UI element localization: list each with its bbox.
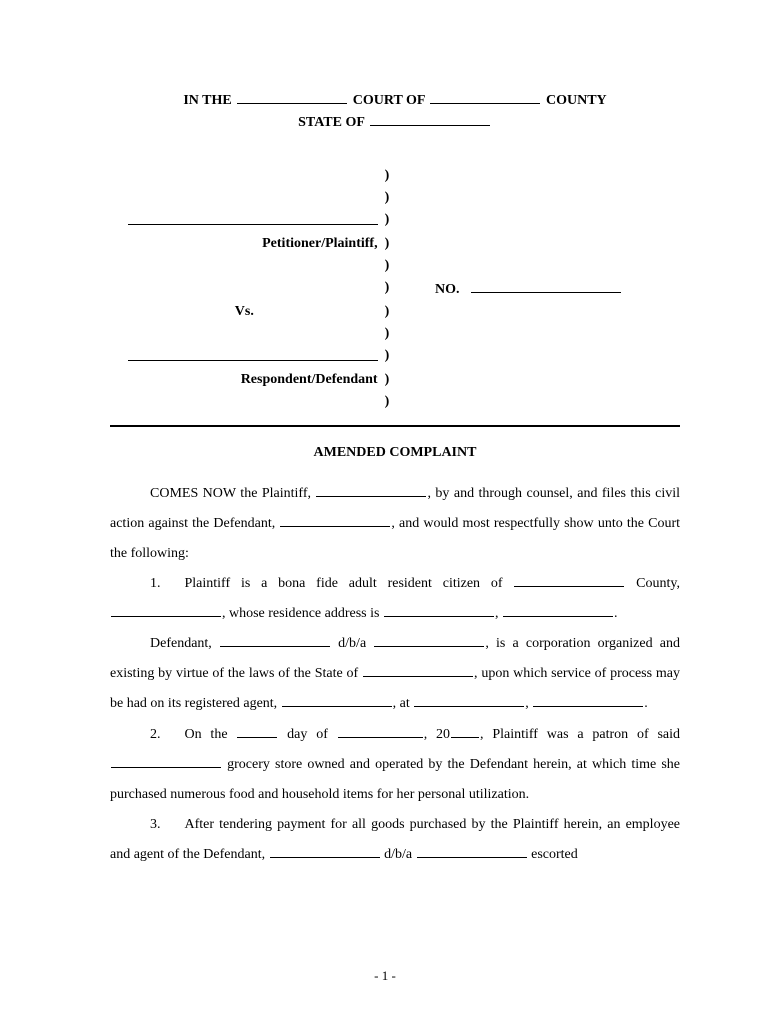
court-header: IN THE COURT OF COUNTY STATE OF: [110, 90, 680, 135]
p1b-dba-blank[interactable]: [374, 634, 484, 647]
p1b-defendant-blank[interactable]: [220, 634, 330, 647]
header-line-1: IN THE COURT OF COUNTY: [110, 90, 680, 112]
case-number-blank[interactable]: [471, 278, 621, 293]
p2-text-b: day of: [278, 727, 336, 742]
header-line-2: STATE OF: [110, 112, 680, 134]
p1b-text-a: Defendant,: [150, 636, 219, 651]
header-state-of: STATE OF: [298, 115, 364, 130]
document-title: AMENDED COMPLAINT: [110, 445, 680, 461]
case-caption: ) ) ) Petitioner/Plaintiff, ) ) ) NO. Vs…: [110, 165, 680, 413]
state-name-blank[interactable]: [370, 113, 490, 126]
p1b-text-b: d/b/a: [331, 636, 373, 651]
p3-dba-blank[interactable]: [417, 845, 527, 858]
body-content: COMES NOW the Plaintiff, , by and throug…: [110, 479, 680, 870]
p3-text-c: escorted: [528, 847, 578, 862]
paragraph-1b: Defendant, d/b/a , is a corporation orga…: [110, 629, 680, 719]
p1-text-d: ,: [495, 606, 502, 621]
intro-text-1: COMES NOW the Plaintiff,: [150, 486, 315, 501]
p1b-lawstate-blank[interactable]: [363, 664, 473, 677]
p1b-at-blank[interactable]: [414, 694, 524, 707]
p1b-text-g: .: [644, 696, 648, 711]
p1b-text-e: , at: [393, 696, 414, 711]
p2-store-blank[interactable]: [111, 755, 221, 768]
p1b-agent-blank[interactable]: [282, 694, 392, 707]
p1-text-a: Plaintiff is a bona fide adult resident …: [185, 576, 514, 591]
paragraph-3: 3.After tendering payment for all goods …: [110, 810, 680, 870]
page-number: - 1 -: [374, 968, 396, 983]
respondent-label: Respondent/Defendant: [241, 372, 378, 387]
p1-county-blank[interactable]: [514, 574, 624, 587]
p1-text-c: , whose residence address is: [222, 606, 383, 621]
p2-year-blank[interactable]: [451, 725, 479, 738]
header-court-of: COURT OF: [353, 93, 425, 108]
p2-number: 2.: [150, 727, 161, 742]
case-no-label: NO.: [435, 282, 460, 297]
p1-state-blank[interactable]: [111, 604, 221, 617]
petitioner-label: Petitioner/Plaintiff,: [262, 236, 377, 251]
p1-text-e: .: [614, 606, 618, 621]
p2-text-a: On the: [185, 727, 237, 742]
county-name-blank[interactable]: [430, 91, 540, 104]
court-name-blank[interactable]: [237, 91, 347, 104]
header-in-the: IN THE: [183, 93, 231, 108]
p2-month-blank[interactable]: [338, 725, 423, 738]
p2-text-c: , 20: [424, 727, 450, 742]
p1-text-b: County,: [625, 576, 680, 591]
p3-number: 3.: [150, 817, 161, 832]
p2-text-d: , Plaintiff was a patron of said: [480, 727, 680, 742]
divider-line: [110, 425, 680, 427]
p3-text-b: d/b/a: [381, 847, 416, 862]
header-county: COUNTY: [546, 93, 607, 108]
p1-address2-blank[interactable]: [503, 604, 613, 617]
page-footer: - 1 -: [0, 968, 770, 984]
page-container: IN THE COURT OF COUNTY STATE OF ) ) ) Pe…: [0, 0, 770, 1024]
vs-label: Vs.: [235, 304, 254, 319]
p2-day-blank[interactable]: [237, 725, 277, 738]
plaintiff-name-blank[interactable]: [316, 484, 426, 497]
paragraph-2: 2. On the day of , 20 , Plaintiff was a pa…: [110, 720, 680, 810]
p3-defendant-blank[interactable]: [270, 845, 380, 858]
petitioner-name-blank[interactable]: [128, 210, 378, 225]
intro-paragraph: COMES NOW the Plaintiff, , by and throug…: [110, 479, 680, 569]
defendant-name-blank[interactable]: [280, 514, 390, 527]
paragraph-1: 1. Plaintiff is a bona fide adult residen…: [110, 569, 680, 629]
respondent-name-blank[interactable]: [128, 346, 378, 361]
p1b-at2-blank[interactable]: [533, 694, 643, 707]
p1-number: 1.: [150, 576, 161, 591]
p1b-text-f: ,: [525, 696, 532, 711]
p1-address-blank[interactable]: [384, 604, 494, 617]
